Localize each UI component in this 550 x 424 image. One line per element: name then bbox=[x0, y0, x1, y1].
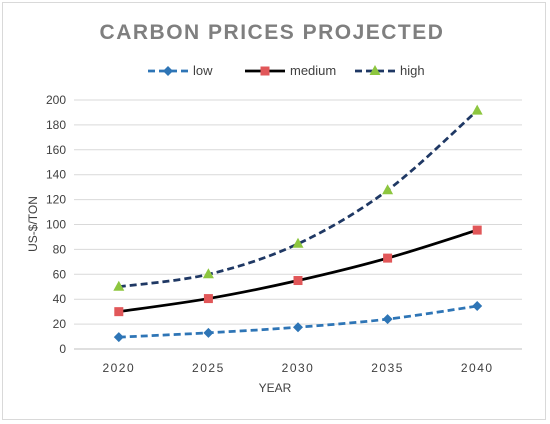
y-tick-label: 120 bbox=[46, 193, 66, 207]
y-tick-label: 20 bbox=[53, 317, 67, 331]
y-tick-label: 160 bbox=[46, 143, 66, 157]
y-tick-label: 180 bbox=[46, 118, 66, 132]
data-point-high bbox=[202, 268, 214, 279]
series-group bbox=[113, 104, 483, 343]
legend-marker bbox=[369, 65, 381, 75]
x-tick-label: 2025 bbox=[192, 361, 225, 375]
x-tick-label: 2035 bbox=[371, 361, 404, 375]
x-tick-label: 2020 bbox=[102, 361, 135, 375]
legend: low medium high bbox=[148, 63, 425, 78]
legend-marker bbox=[163, 66, 173, 76]
data-point-medium bbox=[383, 253, 393, 263]
x-tick-label: 2040 bbox=[461, 361, 494, 375]
data-point-high bbox=[471, 104, 483, 115]
y-tick-label: 60 bbox=[53, 267, 67, 281]
series-medium bbox=[114, 225, 482, 317]
legend-label: low bbox=[193, 63, 213, 78]
series-low bbox=[113, 301, 483, 343]
legend-label: medium bbox=[290, 63, 336, 78]
data-point-medium bbox=[472, 225, 482, 235]
legend-label: high bbox=[400, 63, 425, 78]
y-tick-label: 100 bbox=[46, 218, 66, 232]
data-point-low bbox=[293, 322, 303, 333]
y-tick-label: 0 bbox=[59, 342, 66, 356]
data-point-medium bbox=[203, 294, 213, 304]
data-point-low bbox=[203, 327, 214, 338]
data-point-medium bbox=[293, 276, 303, 286]
data-point-high bbox=[113, 280, 125, 291]
series-line-low bbox=[118, 304, 478, 339]
y-tick-label: 80 bbox=[53, 242, 67, 256]
legend-item-high: high bbox=[355, 63, 425, 78]
x-axis-ticks: 2020 2025 2030 2035 2040 bbox=[102, 361, 494, 375]
data-point-low bbox=[113, 332, 124, 343]
data-point-high bbox=[292, 237, 304, 248]
x-axis-title: YEAR bbox=[259, 381, 292, 395]
legend-item-low: low bbox=[148, 63, 213, 78]
y-axis-title: US-$/TON bbox=[26, 196, 40, 252]
chart-title: CARBON PRICES PROJECTED bbox=[100, 21, 445, 44]
data-point-high bbox=[382, 184, 394, 195]
y-tick-label: 140 bbox=[46, 168, 66, 182]
series-high bbox=[113, 104, 483, 291]
data-point-low bbox=[472, 301, 483, 312]
legend-item-medium: medium bbox=[245, 63, 336, 78]
y-tick-label: 40 bbox=[53, 292, 67, 306]
gridlines bbox=[74, 99, 522, 350]
y-tick-label: 200 bbox=[46, 93, 66, 107]
x-tick-label: 2030 bbox=[282, 361, 315, 375]
y-axis-ticks: 0 20 40 60 80 100 120 140 160 180 200 bbox=[46, 93, 66, 356]
data-point-medium bbox=[114, 307, 124, 317]
legend-marker bbox=[260, 66, 270, 76]
data-point-low bbox=[382, 314, 393, 325]
series-line-high bbox=[118, 109, 479, 289]
